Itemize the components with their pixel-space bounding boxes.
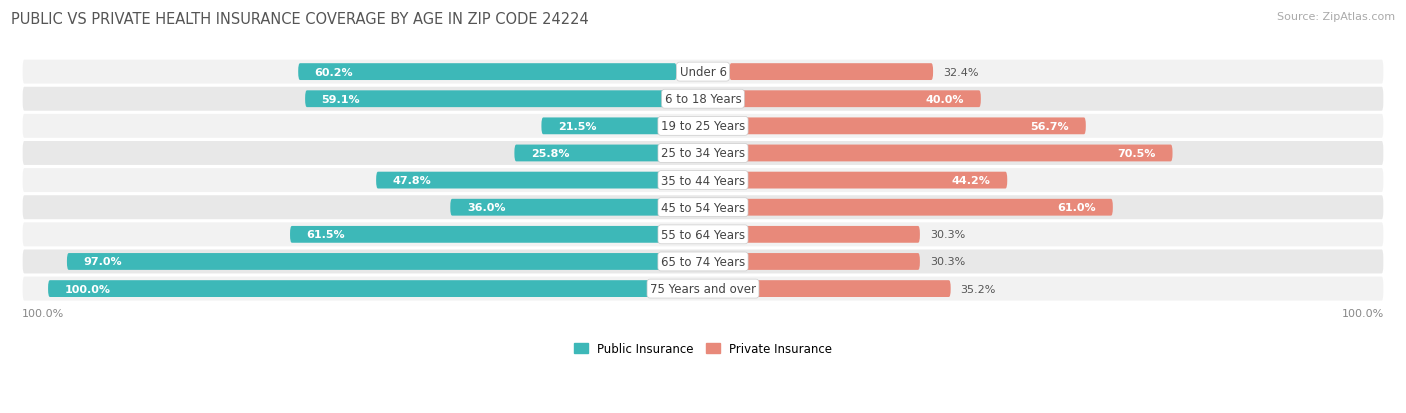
FancyBboxPatch shape [730, 145, 1173, 162]
FancyBboxPatch shape [21, 276, 1385, 302]
Text: 61.5%: 61.5% [307, 230, 346, 240]
Text: Source: ZipAtlas.com: Source: ZipAtlas.com [1277, 12, 1395, 22]
FancyBboxPatch shape [298, 64, 676, 81]
FancyBboxPatch shape [377, 172, 676, 189]
FancyBboxPatch shape [21, 195, 1385, 221]
Text: 25.8%: 25.8% [531, 149, 569, 159]
Text: PUBLIC VS PRIVATE HEALTH INSURANCE COVERAGE BY AGE IN ZIP CODE 24224: PUBLIC VS PRIVATE HEALTH INSURANCE COVER… [11, 12, 589, 27]
FancyBboxPatch shape [541, 118, 676, 135]
FancyBboxPatch shape [290, 226, 676, 243]
FancyBboxPatch shape [21, 140, 1385, 166]
FancyBboxPatch shape [730, 226, 920, 243]
Text: 32.4%: 32.4% [943, 67, 979, 77]
Text: Under 6: Under 6 [679, 66, 727, 79]
FancyBboxPatch shape [730, 64, 934, 81]
Text: 70.5%: 70.5% [1118, 149, 1156, 159]
Text: 35 to 44 Years: 35 to 44 Years [661, 174, 745, 187]
FancyBboxPatch shape [450, 199, 676, 216]
Text: 59.1%: 59.1% [322, 95, 360, 104]
Text: 75 Years and over: 75 Years and over [650, 282, 756, 295]
Text: 44.2%: 44.2% [952, 176, 991, 186]
Text: 65 to 74 Years: 65 to 74 Years [661, 255, 745, 268]
Text: 61.0%: 61.0% [1057, 203, 1097, 213]
Text: 100.0%: 100.0% [65, 284, 111, 294]
FancyBboxPatch shape [21, 249, 1385, 275]
FancyBboxPatch shape [730, 172, 1007, 189]
FancyBboxPatch shape [21, 59, 1385, 85]
Text: 60.2%: 60.2% [315, 67, 353, 77]
Text: 30.3%: 30.3% [929, 230, 965, 240]
FancyBboxPatch shape [67, 254, 676, 270]
FancyBboxPatch shape [730, 91, 981, 108]
FancyBboxPatch shape [21, 222, 1385, 248]
Text: 100.0%: 100.0% [1343, 309, 1385, 318]
FancyBboxPatch shape [730, 199, 1112, 216]
Text: 25 to 34 Years: 25 to 34 Years [661, 147, 745, 160]
Text: 56.7%: 56.7% [1031, 121, 1069, 131]
Legend: Public Insurance, Private Insurance: Public Insurance, Private Insurance [569, 337, 837, 360]
FancyBboxPatch shape [515, 145, 676, 162]
Text: 36.0%: 36.0% [467, 203, 505, 213]
Text: 40.0%: 40.0% [925, 95, 965, 104]
FancyBboxPatch shape [730, 280, 950, 297]
Text: 55 to 64 Years: 55 to 64 Years [661, 228, 745, 241]
FancyBboxPatch shape [730, 118, 1085, 135]
Text: 35.2%: 35.2% [960, 284, 995, 294]
Text: 100.0%: 100.0% [21, 309, 63, 318]
FancyBboxPatch shape [21, 168, 1385, 194]
Text: 30.3%: 30.3% [929, 257, 965, 267]
Text: 19 to 25 Years: 19 to 25 Years [661, 120, 745, 133]
Text: 6 to 18 Years: 6 to 18 Years [665, 93, 741, 106]
Text: 21.5%: 21.5% [558, 121, 596, 131]
Text: 97.0%: 97.0% [83, 257, 122, 267]
FancyBboxPatch shape [305, 91, 676, 108]
Text: 45 to 54 Years: 45 to 54 Years [661, 201, 745, 214]
FancyBboxPatch shape [730, 254, 920, 270]
FancyBboxPatch shape [21, 86, 1385, 112]
FancyBboxPatch shape [21, 114, 1385, 140]
FancyBboxPatch shape [48, 280, 676, 297]
Text: 47.8%: 47.8% [392, 176, 432, 186]
